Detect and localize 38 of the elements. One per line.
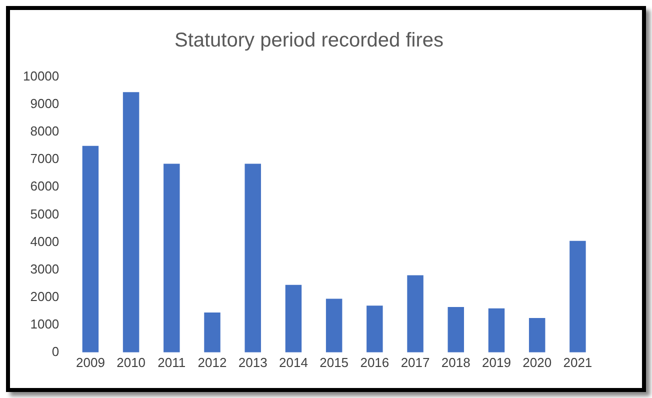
y-tick-label: 6000 bbox=[30, 178, 60, 194]
y-tick-label: 10000 bbox=[22, 68, 60, 84]
x-tick-label: 2017 bbox=[400, 354, 430, 370]
x-tick-label: 2010 bbox=[116, 354, 146, 370]
bar bbox=[285, 284, 302, 352]
y-tick-label: 0 bbox=[52, 344, 60, 359]
bar bbox=[488, 308, 505, 352]
bar bbox=[164, 164, 180, 352]
y-tick-label: 1000 bbox=[30, 316, 60, 332]
x-tick-label: 2019 bbox=[482, 354, 511, 370]
chart-title: Statutory period recorded fires bbox=[174, 30, 444, 52]
bar bbox=[122, 92, 140, 352]
y-tick-label: 3000 bbox=[30, 261, 60, 276]
y-tick-label: 9000 bbox=[30, 96, 60, 112]
bar bbox=[407, 275, 424, 352]
x-tick-label: 2015 bbox=[320, 354, 349, 370]
bar bbox=[570, 240, 586, 352]
bar bbox=[528, 318, 546, 352]
x-tick-label: 2018 bbox=[441, 354, 470, 370]
bar bbox=[366, 306, 383, 352]
x-tick-label: 2009 bbox=[76, 354, 105, 370]
y-tick-label: 8000 bbox=[30, 124, 60, 139]
bar bbox=[326, 298, 342, 352]
x-tick-label: 2011 bbox=[158, 354, 186, 370]
x-tick-label: 2016 bbox=[360, 354, 390, 370]
y-tick-label: 2000 bbox=[30, 288, 60, 304]
bar bbox=[82, 146, 99, 352]
x-tick-label: 2012 bbox=[198, 354, 227, 370]
y-tick-label: 5000 bbox=[30, 206, 60, 222]
x-tick-label: 2021 bbox=[563, 354, 592, 370]
x-tick-label: 2020 bbox=[522, 354, 552, 370]
bar bbox=[204, 312, 220, 352]
y-tick-label: 7000 bbox=[30, 151, 60, 166]
x-tick-label: 2014 bbox=[279, 354, 308, 370]
bar bbox=[244, 164, 261, 352]
bar bbox=[448, 306, 464, 352]
y-tick-label: 4000 bbox=[30, 234, 60, 249]
x-tick-label: 2013 bbox=[238, 354, 268, 370]
